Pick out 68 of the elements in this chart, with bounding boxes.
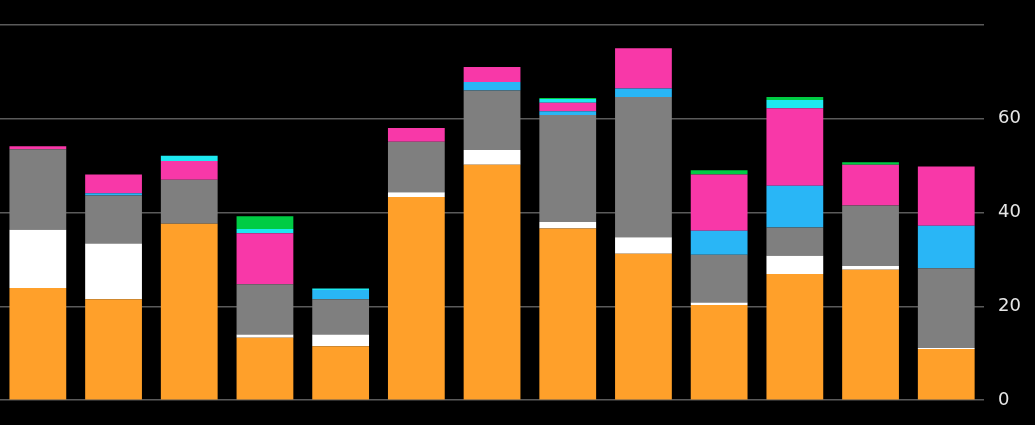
bar	[690, 304, 748, 400]
bar	[463, 90, 521, 151]
bar	[85, 193, 142, 196]
bar	[842, 265, 899, 270]
bar	[236, 233, 294, 285]
bar	[236, 334, 294, 338]
bar	[842, 162, 899, 165]
bar	[615, 88, 672, 98]
bar	[842, 164, 899, 206]
bar	[690, 170, 748, 175]
bar	[766, 273, 824, 400]
bar	[539, 111, 597, 115]
bar	[9, 229, 67, 289]
bar	[160, 223, 218, 400]
bar	[463, 150, 521, 165]
bar	[85, 174, 142, 194]
bar	[160, 155, 218, 161]
bar	[917, 166, 975, 226]
bar	[312, 299, 370, 335]
bar	[766, 97, 824, 100]
bar	[842, 205, 899, 266]
bar	[842, 269, 899, 400]
bar	[766, 185, 824, 228]
y-tick-label: 0	[998, 387, 1010, 409]
bar	[236, 228, 294, 234]
bar	[9, 288, 67, 400]
bar	[766, 99, 824, 109]
bar	[312, 334, 370, 347]
bar	[463, 164, 521, 400]
bar	[160, 179, 218, 224]
bar	[539, 102, 597, 112]
bar	[463, 82, 521, 91]
bar	[690, 174, 748, 231]
bar	[539, 114, 597, 222]
bar	[615, 253, 672, 400]
bar	[766, 255, 824, 274]
bar	[85, 195, 142, 244]
bar	[917, 268, 975, 349]
bar	[690, 230, 748, 255]
bar	[917, 225, 975, 269]
bar	[85, 299, 142, 400]
bar	[387, 197, 445, 400]
bar	[463, 67, 521, 83]
bar	[690, 254, 748, 303]
bar	[160, 160, 218, 180]
bar	[85, 243, 142, 300]
bar	[615, 97, 672, 238]
y-tick-label: 20	[998, 294, 1021, 316]
bar	[9, 146, 67, 150]
bar	[236, 216, 294, 229]
bar	[387, 128, 445, 142]
bar	[312, 289, 370, 300]
bar	[236, 337, 294, 400]
bar	[766, 227, 824, 256]
bar	[312, 346, 370, 400]
bar	[539, 221, 597, 229]
bar	[9, 149, 67, 230]
bar	[539, 228, 597, 400]
bar	[615, 48, 672, 89]
bar	[387, 141, 445, 193]
bar	[236, 284, 294, 335]
bar	[615, 237, 672, 254]
bar	[917, 349, 975, 400]
bar	[539, 98, 597, 103]
bar	[766, 108, 824, 186]
y-tick-label: 60	[998, 106, 1021, 128]
y-tick-label: 40	[998, 200, 1021, 222]
bar	[387, 192, 445, 198]
